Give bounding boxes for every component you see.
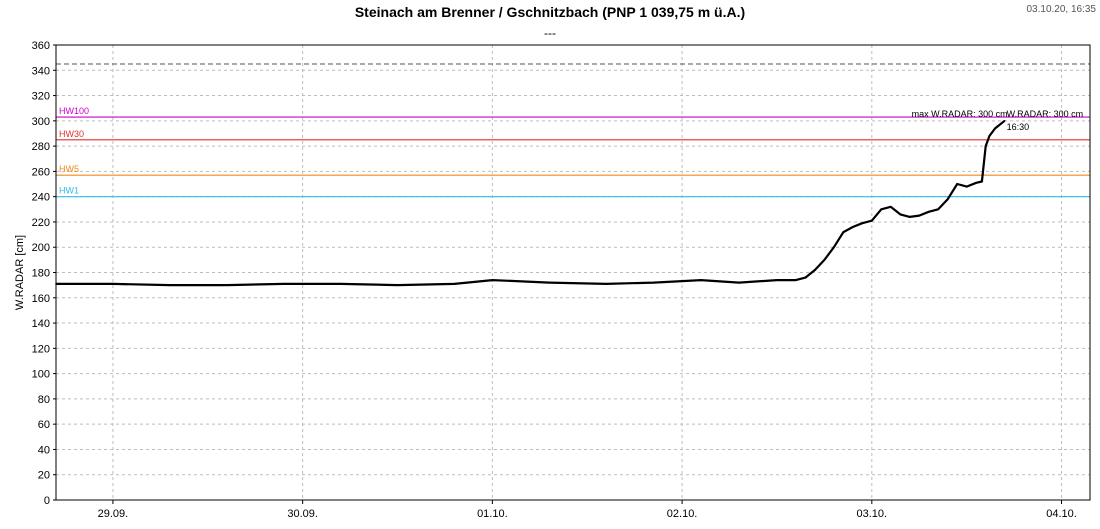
series-point (965, 185, 968, 188)
y-tick-label: 160 (32, 293, 50, 305)
series-point (927, 211, 930, 213)
series-point (994, 127, 996, 130)
y-tick-label: 340 (32, 65, 50, 77)
y-tick-label: 280 (32, 141, 50, 153)
y-tick-label: 240 (32, 192, 50, 204)
threshold-label-hw5: HW5 (59, 164, 79, 174)
series-point (880, 208, 883, 211)
series-point (937, 208, 939, 211)
timestamp-label: 03.10.20, 16:35 (1026, 4, 1096, 15)
series-point (890, 206, 892, 208)
annotation-current-time: 16:30 (1007, 122, 1030, 132)
series-point (112, 283, 114, 285)
series-point (981, 180, 983, 183)
series-point (776, 279, 778, 281)
series-point (453, 283, 456, 285)
annotation-layer: max W.RADAR: 300 cmW.RADAR: 300 cm 16:30 (912, 109, 1084, 132)
series-point (226, 284, 228, 286)
y-tick-label: 220 (32, 217, 50, 229)
series-point (548, 281, 551, 284)
annotation-max-label: max W.RADAR: 300 cm (912, 109, 1008, 119)
series-point (605, 283, 607, 285)
series-point (396, 284, 399, 286)
threshold-label-hw100: HW100 (59, 106, 89, 116)
y-axis-label: W.RADAR [cm] (14, 235, 26, 310)
series-point (861, 222, 864, 224)
series-point (814, 269, 816, 271)
chart-title: Steinach am Brenner / Gschnitzbach (PNP … (355, 4, 745, 20)
series-line (56, 119, 1006, 287)
series-point (871, 219, 873, 222)
series-point (946, 198, 949, 200)
x-tick-label: 30.09. (287, 508, 318, 520)
y-tick-label: 180 (32, 268, 50, 280)
x-tick-label: 01.10. (477, 508, 508, 520)
series-point (852, 226, 854, 228)
series-point (169, 284, 171, 286)
threshold-label-hw30: HW30 (59, 129, 84, 139)
series-point (909, 216, 911, 218)
series-point (282, 283, 285, 285)
y-tick-label: 40 (38, 444, 50, 456)
series-point (804, 276, 807, 279)
y-tick-label: 260 (32, 166, 50, 178)
threshold-label-hw1: HW1 (59, 186, 79, 196)
y-tick-label: 0 (44, 495, 50, 507)
series-point (918, 214, 920, 217)
series-point (975, 182, 977, 184)
y-tick-label: 100 (32, 369, 50, 381)
y-tick-label: 80 (38, 394, 50, 406)
chart-subtitle: --- (544, 26, 556, 40)
threshold-layer: HW100 HW30 HW5 HW1 (56, 63, 1090, 198)
series-point (1003, 120, 1006, 122)
y-tick-label: 140 (32, 318, 50, 330)
series-point (652, 281, 655, 284)
y-tick-label: 60 (38, 419, 50, 431)
series-point (899, 213, 902, 216)
series-point (339, 283, 342, 285)
series-point (738, 281, 740, 284)
series-point (823, 259, 826, 261)
series-point (491, 279, 494, 281)
series-point (833, 246, 835, 248)
x-tick-label: 03.10. (857, 508, 888, 520)
series-point (795, 279, 797, 281)
series-point (700, 279, 702, 281)
series-point (956, 183, 958, 185)
series-point (842, 231, 845, 233)
y-tick-label: 300 (32, 116, 50, 128)
series-point (988, 135, 991, 137)
y-tick-label: 320 (32, 91, 50, 103)
x-tick-label: 02.10. (667, 508, 698, 520)
axis-layer: 0 20 40 60 80 100 120 140 160 180 200 220 240 260 280 3… (32, 40, 1091, 520)
y-tick-label: 360 (32, 40, 50, 52)
annotation-current-label: W.RADAR: 300 cm (1007, 109, 1084, 119)
y-tick-label: 20 (38, 470, 50, 482)
plot-frame (55, 44, 1091, 501)
y-tick-label: 200 (32, 242, 50, 254)
x-tick-label: 04.10. (1046, 508, 1077, 520)
series-point (984, 145, 987, 147)
series-layer (55, 119, 1006, 287)
x-tick-label: 29.09. (98, 508, 129, 520)
y-tick-label: 120 (32, 343, 50, 355)
